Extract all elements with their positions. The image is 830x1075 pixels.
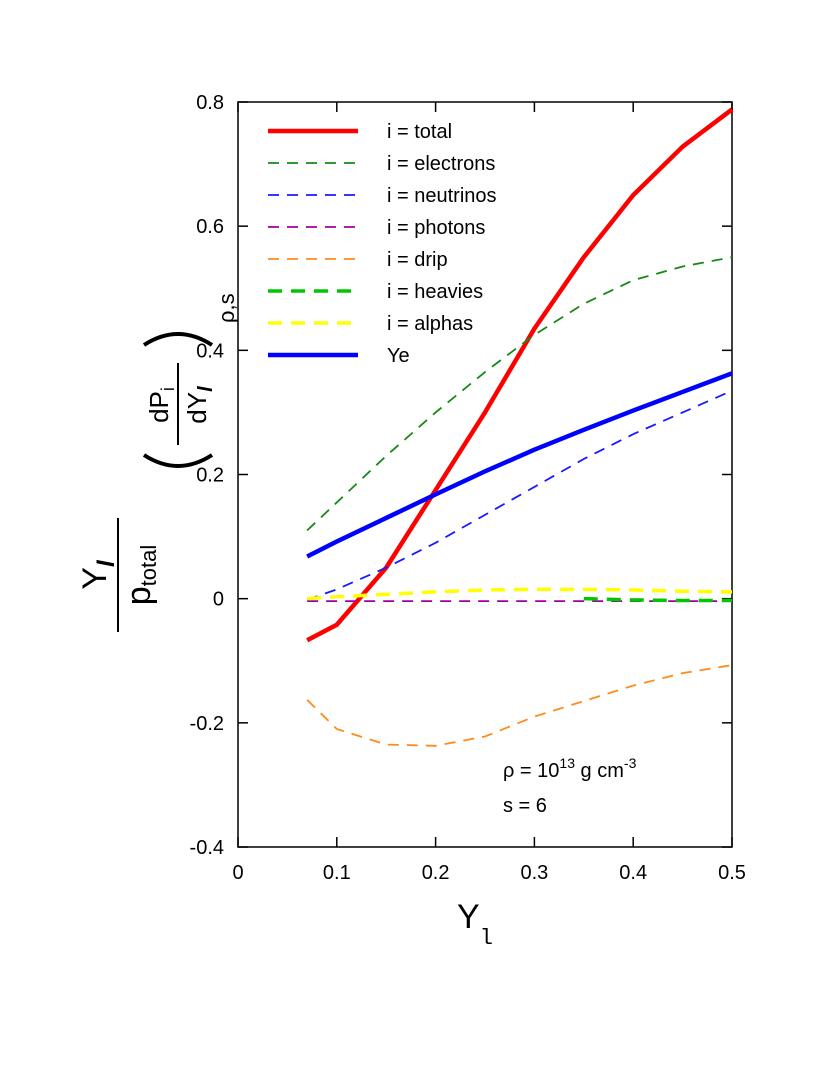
y-tick-label: 0.6 xyxy=(196,216,224,238)
y-label-dnum-main: dP xyxy=(144,391,174,423)
x-tick-label: 0.2 xyxy=(422,862,450,884)
y-tick-label: 0.8 xyxy=(196,92,224,114)
y-tick-label: -0.4 xyxy=(190,837,224,859)
x-tick-label: 0 xyxy=(232,862,243,884)
legend-label: i = drip xyxy=(387,249,448,271)
x-tick-label: 0.1 xyxy=(323,862,351,884)
y-label-dnum: dPi xyxy=(144,387,178,423)
plot-frame xyxy=(237,101,733,848)
y-label-outer-sub: ρ,s xyxy=(214,293,239,323)
annotation-part: 13 xyxy=(559,755,575,771)
legend-label: i = photons xyxy=(387,217,485,239)
legend-label: i = neutrinos xyxy=(387,185,497,207)
y-label-den: ptotal xyxy=(120,545,161,606)
series-line xyxy=(306,389,733,601)
annotation-part: -3 xyxy=(624,755,637,771)
series-line xyxy=(306,107,734,643)
series-line xyxy=(306,371,733,559)
x-label-sub: l xyxy=(480,926,493,951)
x-tick-label: 0.3 xyxy=(520,862,548,884)
y-label-dden: dYl xyxy=(182,386,217,424)
y-label-den-sub: total xyxy=(136,545,161,587)
y-label-num-main: Y xyxy=(76,567,114,590)
y-tick-label: 0 xyxy=(213,589,224,611)
legend-label: i = electrons xyxy=(387,153,495,175)
y-label-dnum-sub: i xyxy=(158,387,178,391)
y-tick-label: -0.2 xyxy=(190,713,224,735)
annotation: ρ = 1013 g cm-3 xyxy=(503,755,637,782)
paren-left xyxy=(142,453,214,468)
x-label-main: Y xyxy=(457,898,480,936)
annotation: s = 6 xyxy=(503,795,547,817)
annotation-part: ρ = 10 xyxy=(503,760,559,782)
legend-label: i = total xyxy=(387,121,452,143)
legend-label: Ye xyxy=(387,345,410,367)
y-label-num-sub: l xyxy=(93,559,120,567)
series-line xyxy=(307,587,733,601)
x-tick-label: 0.4 xyxy=(619,862,647,884)
y-label-num: Yl xyxy=(76,559,120,590)
x-tick-label: 0.5 xyxy=(718,862,746,884)
series-line xyxy=(306,256,733,532)
y-axis-label: Yl ptotal dPi dYl ρ,s xyxy=(76,293,239,632)
y-label-dden-sub: l xyxy=(195,386,217,392)
legend-label: i = heavies xyxy=(387,281,483,303)
annotation-part: s = 6 xyxy=(503,795,547,817)
legend-label: i = alphas xyxy=(387,313,473,335)
series-line xyxy=(583,596,732,603)
y-tick-label: 0.4 xyxy=(196,340,224,362)
annotation-part: g cm xyxy=(575,760,624,782)
y-label-den-main: p xyxy=(120,586,158,605)
x-axis-label: Yl xyxy=(457,898,493,951)
paren-right xyxy=(142,332,214,347)
y-label-dden-main: dY xyxy=(182,392,212,424)
series-line xyxy=(306,664,733,747)
y-tick-label: 0.2 xyxy=(196,465,224,487)
